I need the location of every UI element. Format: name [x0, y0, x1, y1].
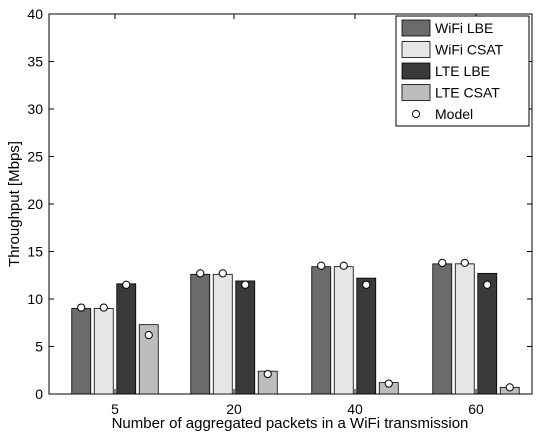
bar [356, 277, 377, 395]
model-marker [218, 269, 227, 278]
legend: WiFi LBE WiFi CSAT LTE LBE LTE CSAT Model [395, 15, 530, 127]
bar [190, 273, 211, 395]
bar [333, 266, 354, 395]
legend-label: Model [435, 106, 473, 122]
x-tick-label: 5 [111, 401, 119, 417]
bar [116, 283, 137, 395]
legend-swatch [401, 84, 431, 101]
y-tick-label: 20 [27, 196, 43, 212]
model-marker [460, 258, 469, 267]
bar [432, 263, 453, 395]
x-axis: 5 20 40 60 [111, 14, 484, 417]
model-marker [362, 280, 371, 289]
bar [235, 280, 256, 395]
legend-label: LTE LBE [435, 63, 490, 79]
bar [311, 266, 332, 395]
bar [138, 324, 159, 395]
x-tick-label: 60 [468, 401, 484, 417]
y-tick-label: 30 [27, 101, 43, 117]
legend-swatch [401, 19, 431, 37]
bar [212, 273, 233, 395]
model-markers-group [77, 258, 514, 392]
bar [477, 272, 498, 395]
model-marker [317, 261, 326, 270]
x-tick-label: 40 [347, 401, 363, 417]
y-tick-label: 15 [27, 244, 43, 260]
y-tick-label: 40 [27, 6, 43, 22]
model-marker [438, 258, 447, 267]
legend-swatch [401, 41, 431, 58]
model-marker [196, 269, 205, 278]
y-tick-label: 25 [27, 149, 43, 165]
y-tick-label: 10 [27, 291, 43, 307]
model-marker [505, 383, 514, 392]
x-axis-title: Number of aggregated packets in a WiFi t… [112, 415, 469, 432]
legend-label: LTE CSAT [435, 85, 500, 101]
x-tick-label: 20 [226, 401, 242, 417]
y-tick-label: 5 [35, 339, 43, 355]
y-axis: 0 5 10 15 20 25 30 35 40 [27, 6, 532, 402]
legend-label: WiFi LBE [435, 20, 493, 36]
y-tick-label: 0 [35, 386, 43, 402]
bar [454, 263, 475, 395]
bar [93, 308, 114, 395]
model-marker [483, 280, 492, 289]
model-marker [122, 280, 131, 289]
bar [71, 308, 92, 395]
model-marker [263, 369, 272, 379]
y-axis-title: Throughput [Mbps] [6, 141, 23, 267]
model-marker [384, 379, 393, 388]
legend-label: WiFi CSAT [435, 42, 504, 58]
model-marker [99, 303, 108, 312]
y-tick-label: 35 [27, 54, 43, 70]
model-marker [144, 331, 153, 340]
legend-model-marker [411, 109, 421, 119]
bars-group [71, 263, 520, 395]
model-marker [77, 303, 86, 312]
legend-swatch [401, 62, 431, 80]
model-marker [339, 261, 348, 270]
model-marker [241, 280, 250, 289]
